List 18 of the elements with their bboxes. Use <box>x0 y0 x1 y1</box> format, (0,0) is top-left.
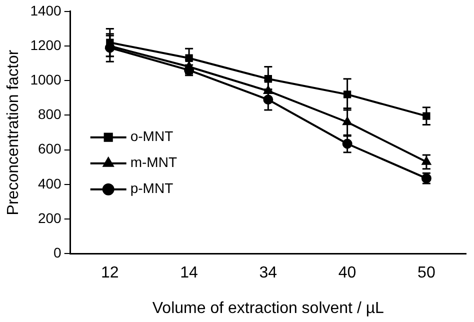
y-tick-label: 1200 <box>30 36 62 53</box>
legend-label: o-MNT <box>130 128 174 144</box>
x-tick-label: 12 <box>101 264 119 282</box>
x-tick-label: 14 <box>180 264 198 282</box>
x-tick-label: 50 <box>418 264 436 282</box>
x-axis-title: Volume of extraction solvent / µL <box>152 300 384 317</box>
y-tick-label: 0 <box>54 244 62 260</box>
y-axis-title: Preconcentration factor <box>5 49 22 216</box>
y-tick-label: 400 <box>38 175 62 192</box>
y-tick-label: 200 <box>38 210 62 226</box>
x-tick-label: 34 <box>259 264 278 282</box>
y-tick-label: 800 <box>38 106 62 122</box>
y-tick-label: 1400 <box>30 2 62 18</box>
y-tick-label: 1000 <box>30 71 62 88</box>
x-tick-label: 40 <box>338 264 356 282</box>
legend-label: m-MNT <box>130 154 178 170</box>
legend-label: p-MNT <box>130 180 174 196</box>
y-tick-label: 600 <box>38 140 62 157</box>
